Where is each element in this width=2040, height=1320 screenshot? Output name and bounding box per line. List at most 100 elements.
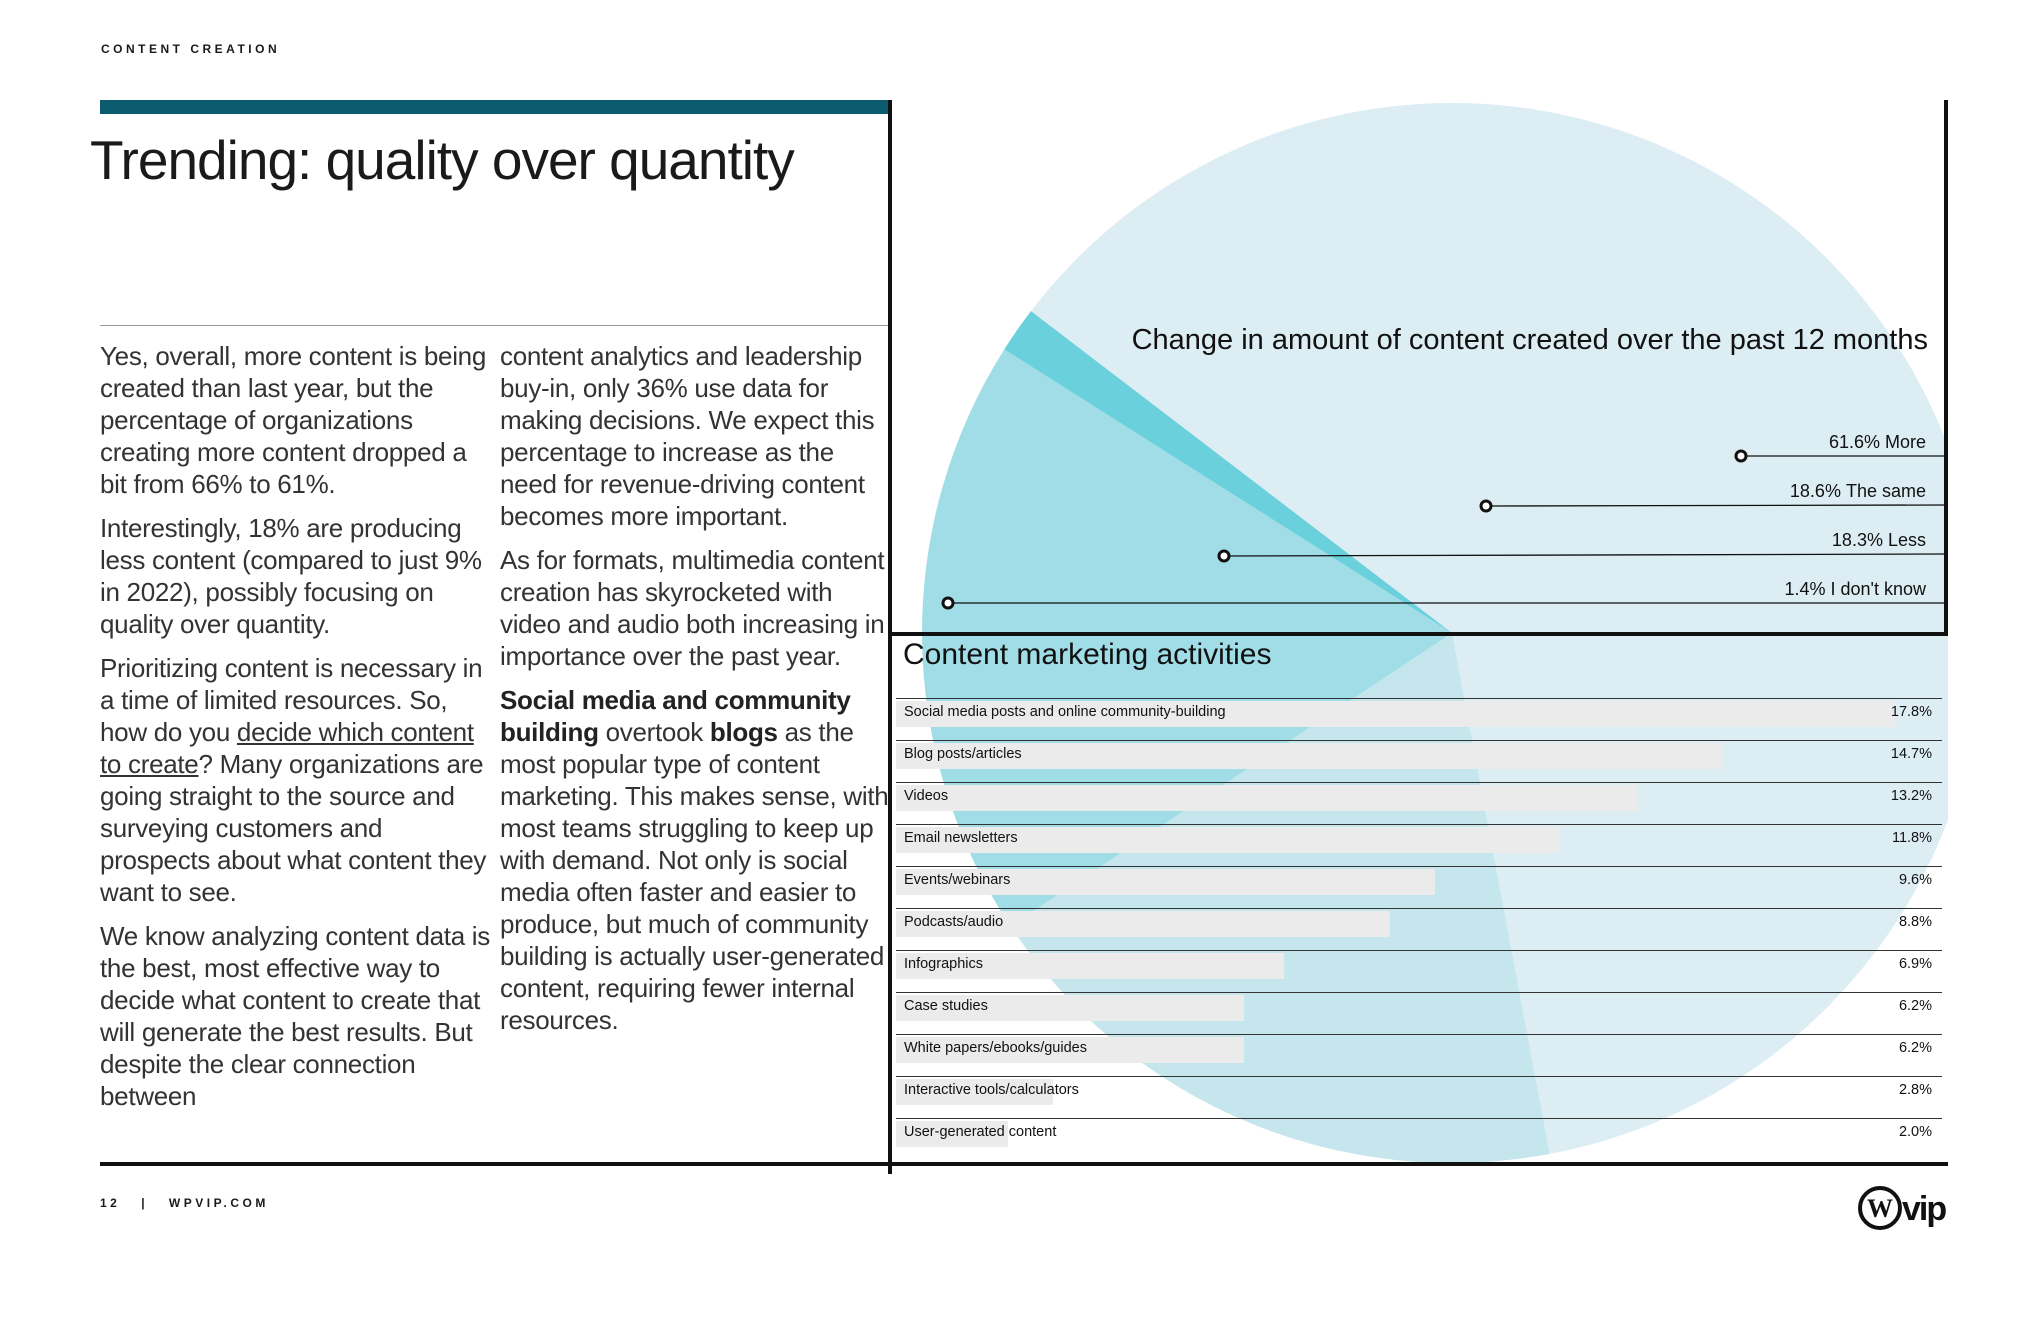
paragraph: content analytics and leadership buy-in,… [500, 341, 875, 531]
pie-label-more: 61.6% More [1829, 432, 1926, 453]
bar-label: Social media posts and online community-… [904, 704, 1226, 720]
bar-label: Case studies [904, 998, 988, 1014]
body-column-right: content analytics and leadership buy-in,… [500, 340, 895, 1048]
bar-row: Podcasts/audio 8.8% [896, 908, 1942, 948]
bar-value: 11.8% [1891, 830, 1932, 846]
bar-row-rule [896, 1118, 1942, 1119]
pie-value: 18.3% [1831, 530, 1883, 550]
paragraph: Yes, overall, more content is being crea… [100, 341, 486, 499]
bar-value: 8.8% [1898, 914, 1932, 930]
bar-value: 17.8% [1890, 704, 1932, 720]
paragraph: Social media and community building over… [500, 685, 889, 1035]
bar-value: 6.2% [1898, 998, 1932, 1014]
pie-leader-lines [941, 449, 1947, 610]
paragraph: Interestingly, 18% are producing less co… [100, 513, 482, 639]
pie-label-i-don-t-know: 1.4% I don't know [1784, 579, 1926, 600]
bar-row: User-generated content 2.0% [896, 1118, 1942, 1158]
bar-row: Email newsletters 11.8% [896, 824, 1942, 864]
bar-row-rule [896, 866, 1942, 867]
bar [896, 1037, 1244, 1063]
bar-label: Infographics [904, 956, 983, 972]
bar-row-rule [896, 698, 1942, 699]
title-divider [100, 325, 890, 326]
bar-chart-title: Content marketing activities [903, 638, 1272, 671]
page-footer: 12 | WPVIP.COM [100, 1196, 269, 1210]
bar-value: 14.7% [1890, 746, 1932, 762]
bar-row: White papers/ebooks/guides 6.2% [896, 1034, 1942, 1074]
chart-right-border [1944, 100, 1948, 636]
pie-category: The same [1840, 481, 1926, 501]
leader-dot [1217, 549, 1231, 563]
bar-value: 2.8% [1898, 1082, 1932, 1098]
column-divider [888, 100, 892, 1174]
bar-label: Videos [904, 788, 949, 804]
bar-label: Events/webinars [904, 872, 1011, 888]
bar-value: 9.6% [1898, 872, 1932, 888]
bar-row-rule [896, 950, 1942, 951]
bar-row: Social media posts and online community-… [896, 698, 1942, 738]
wordpress-icon: W [1858, 1186, 1902, 1230]
pie-category: Less [1882, 530, 1926, 550]
bar-label: Podcasts/audio [904, 914, 1004, 930]
leader-line [1485, 504, 1947, 507]
bar-label: Blog posts/articles [904, 746, 1022, 762]
bar-value: 2.0% [1898, 1124, 1932, 1140]
bar-row: Videos 13.2% [896, 782, 1942, 822]
bar-row-rule [896, 1076, 1942, 1077]
bar [896, 1121, 1008, 1147]
bar-row: Events/webinars 9.6% [896, 866, 1942, 906]
bar-value: 13.2% [1890, 788, 1932, 804]
bar [896, 701, 1896, 727]
bar-row-rule [896, 908, 1942, 909]
bar [896, 827, 1559, 853]
logo-text: vip [1902, 1190, 1946, 1228]
bar-row: Infographics 6.9% [896, 950, 1942, 990]
title-accent-bar [100, 100, 888, 114]
bar-row: Case studies 6.2% [896, 992, 1942, 1032]
leader-dot [1479, 499, 1493, 513]
footer-rule [100, 1162, 1948, 1166]
bar-row: Blog posts/articles 14.7% [896, 740, 1942, 780]
paragraph: As for formats, multimedia content creat… [500, 545, 885, 671]
decide-content-link[interactable]: decide which content to create [100, 717, 474, 779]
bar [896, 869, 1435, 895]
leader-line [1223, 553, 1947, 557]
bar-row-rule [896, 824, 1942, 825]
wpvip-logo[interactable]: W vip [1858, 1184, 1968, 1234]
bar-row-rule [896, 782, 1942, 783]
footer-separator: | [141, 1196, 149, 1210]
bar-label: Interactive tools/calculators [904, 1082, 1079, 1098]
bar [896, 995, 1244, 1021]
bar-row-rule [896, 992, 1942, 993]
pie-label-the-same: 18.6% The same [1790, 481, 1926, 502]
paragraph: We know analyzing content data is the be… [100, 921, 490, 1111]
pie-value: 18.6% [1789, 481, 1841, 501]
bar-row: Interactive tools/calculators 2.8% [896, 1076, 1942, 1116]
bar-value: 6.9% [1898, 956, 1932, 972]
pie-value: 61.6% [1828, 432, 1880, 452]
bar-row-rule [896, 740, 1942, 741]
bar [896, 953, 1284, 979]
bar [896, 785, 1638, 811]
bar [896, 743, 1722, 769]
page-title: Trending: quality over quantity [90, 129, 795, 191]
pie-label-less: 18.3% Less [1832, 530, 1926, 551]
bar-label: User-generated content [904, 1124, 1057, 1140]
pie-value: 1.4% [1784, 579, 1826, 599]
svg-text:W: W [1867, 1194, 1893, 1223]
section-label: CONTENT CREATION [101, 42, 281, 56]
bar-label: White papers/ebooks/guides [904, 1040, 1087, 1056]
chart-divider [891, 632, 1948, 636]
bar [896, 1079, 1053, 1105]
paragraph: Prioritizing content is necessary in a t… [100, 653, 487, 907]
bar-row-rule [896, 1034, 1942, 1035]
pie-category: More [1879, 432, 1926, 452]
leader-dot [1734, 449, 1748, 463]
pie-chart-title: Change in amount of content created over… [1131, 324, 1928, 356]
page-number: 12 [100, 1196, 121, 1210]
bar [896, 911, 1390, 937]
bar-label: Email newsletters [904, 830, 1018, 846]
site-link[interactable]: WPVIP.COM [168, 1196, 269, 1210]
bar-value: 6.2% [1898, 1040, 1932, 1056]
body-column-left: Yes, overall, more content is being crea… [100, 340, 495, 1124]
